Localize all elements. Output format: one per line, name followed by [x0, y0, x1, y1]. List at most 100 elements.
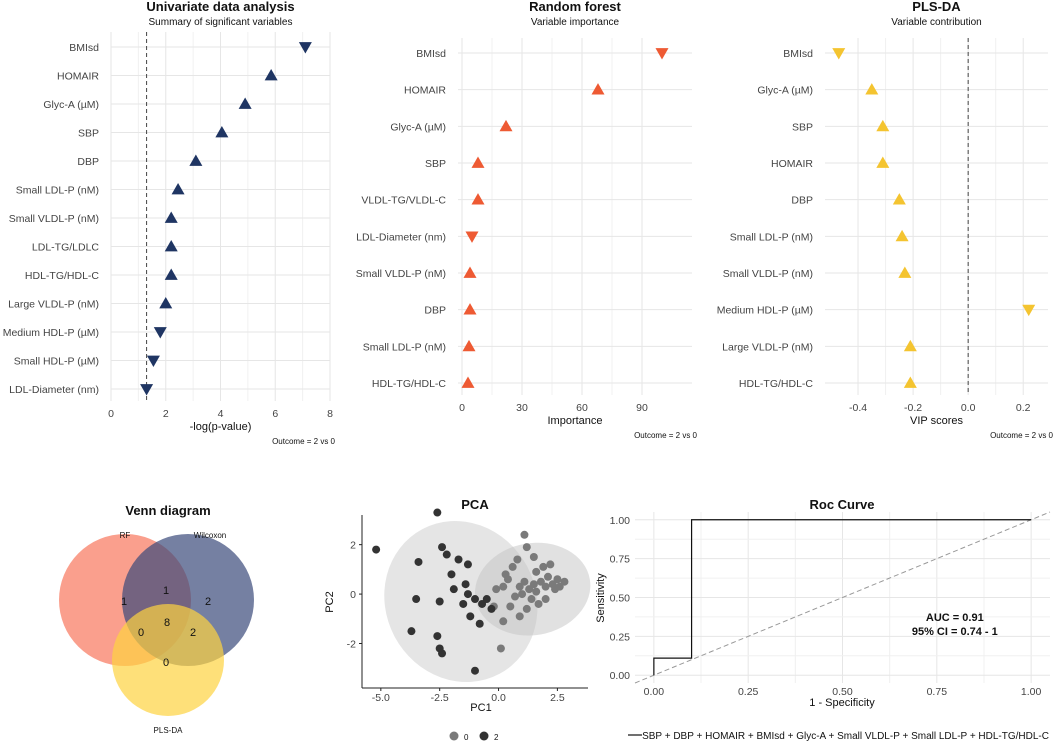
category-label: Medium HDL-P (µM)	[717, 305, 813, 317]
roc-x-tick-label: 1.00	[1021, 686, 1042, 698]
roc-x-tick-label: 0.00	[644, 686, 665, 698]
data-marker	[298, 42, 312, 54]
venn-circle-pls-da	[112, 604, 224, 716]
category-label: BMIsd	[69, 42, 99, 54]
pca-x-tick-label: -5.0	[372, 692, 390, 704]
x-tick-label: 60	[576, 402, 588, 414]
pca-point	[442, 550, 451, 559]
x-tick-label: 0	[459, 402, 465, 414]
data-marker	[159, 297, 173, 309]
univariate-xlabel: -log(p-value)	[190, 421, 252, 433]
x-tick-label: 8	[327, 408, 333, 420]
pca-point	[471, 666, 479, 675]
category-label: Small VLDL-P (nM)	[723, 268, 813, 280]
univariate-chart: Univariate data analysis Summary of signi…	[3, 0, 336, 446]
pca-point	[520, 577, 529, 586]
roc-y-tick-label: 0.75	[610, 554, 631, 566]
pca-point	[372, 545, 381, 554]
data-marker	[189, 154, 203, 166]
data-marker	[499, 119, 513, 132]
data-marker	[164, 268, 178, 280]
randomforest-subtitle: Variable importance	[531, 17, 620, 28]
pca-point	[412, 595, 421, 604]
data-marker	[465, 231, 479, 243]
x-tick-label: 2	[163, 408, 169, 420]
venn-chart: Venn diagram RF Wilcoxon PLS-DA 1 2 0 1 0 2 8	[59, 503, 254, 735]
roc-legend-label: SBP + DBP + HOMAIR + BMIsd + Glyc-A + Sm…	[642, 731, 1049, 742]
pca-point	[560, 577, 569, 586]
pca-point	[454, 555, 463, 564]
data-marker	[903, 339, 917, 352]
pca-x-tick-label: 2.5	[550, 692, 565, 704]
data-marker	[903, 376, 917, 388]
randomforest-title: Random forest	[529, 0, 621, 14]
plsda-caption: Outcome = 2 vs 0	[990, 431, 1053, 440]
univariate-subtitle: Summary of significant variables	[149, 17, 293, 28]
venn-region-count: 0	[138, 627, 144, 639]
category-label: Glyc-A (µM)	[390, 121, 446, 133]
data-marker	[463, 303, 477, 315]
pca-point	[508, 562, 517, 571]
pca-point	[449, 585, 458, 594]
pca-ylabel: PC2	[324, 591, 336, 612]
venn-region-count: 0	[163, 657, 169, 669]
data-marker	[898, 266, 912, 278]
pca-point	[482, 595, 491, 604]
pca-point	[466, 612, 475, 621]
venn-set-label: PLS-DA	[154, 726, 184, 735]
roc-y-tick-label: 0.00	[610, 670, 631, 682]
roc-xlabel: 1 - Specificity	[809, 697, 875, 709]
pca-point	[513, 555, 522, 564]
category-label: SBP	[425, 158, 446, 170]
category-label: HDL-TG/HDL-C	[372, 378, 447, 390]
category-label: BMIsd	[783, 48, 813, 60]
pca-point	[515, 612, 524, 621]
venn-region-count: 8	[164, 617, 170, 629]
venn-region-count: 2	[205, 596, 211, 608]
randomforest-chart: Random forest Variable importance BMIsd HOM…	[356, 0, 698, 440]
category-label: HDL-TG/HDL-C	[25, 270, 100, 282]
roc-curve-line	[653, 519, 1032, 676]
category-label: Small LDL-P (nM)	[363, 341, 446, 353]
pca-point	[511, 592, 520, 601]
pca-x-tick-label: 0.0	[491, 692, 506, 704]
pca-point	[499, 582, 508, 591]
x-tick-label: 4	[218, 408, 224, 420]
category-label: Small LDL-P (nM)	[16, 185, 99, 197]
category-label: DBP	[77, 156, 99, 168]
pca-legend-marker	[449, 731, 459, 741]
pca-point	[487, 604, 496, 613]
category-label: LDL-Diameter (nm)	[356, 231, 446, 243]
category-label: Large VLDL-P (nM)	[8, 299, 99, 311]
roc-ci-label: 95% CI = 0.74 - 1	[912, 626, 998, 638]
pca-point	[529, 553, 538, 562]
pca-point	[522, 604, 531, 613]
pca-point	[532, 567, 541, 576]
pca-point	[475, 619, 484, 628]
data-marker	[215, 126, 229, 138]
data-marker	[164, 240, 178, 252]
pca-point	[520, 530, 529, 539]
pca-point	[534, 599, 543, 608]
data-marker	[140, 384, 154, 396]
pca-point	[541, 595, 550, 604]
pca-point	[492, 585, 501, 594]
category-label: HOMAIR	[57, 71, 99, 83]
plsda-title: PLS-DA	[912, 0, 961, 14]
category-label: SBP	[792, 121, 813, 133]
pca-point	[532, 587, 541, 596]
randomforest-xlabel: Importance	[547, 415, 602, 427]
category-label: LDL-Diameter (nm)	[9, 384, 99, 396]
univariate-caption: Outcome = 2 vs 0	[272, 437, 335, 446]
roc-ylabel: Sensitivity	[595, 573, 607, 623]
roc-x-tick-label: 0.25	[738, 686, 759, 698]
pca-point	[459, 599, 468, 608]
pca-point	[551, 585, 560, 594]
venn-region-count: 1	[121, 596, 127, 608]
pca-legend-label: 0	[464, 733, 469, 742]
data-marker	[462, 339, 476, 352]
category-label: Large VLDL-P (nM)	[722, 341, 813, 353]
pca-point	[438, 543, 447, 552]
x-tick-label: 0.2	[1016, 402, 1031, 414]
